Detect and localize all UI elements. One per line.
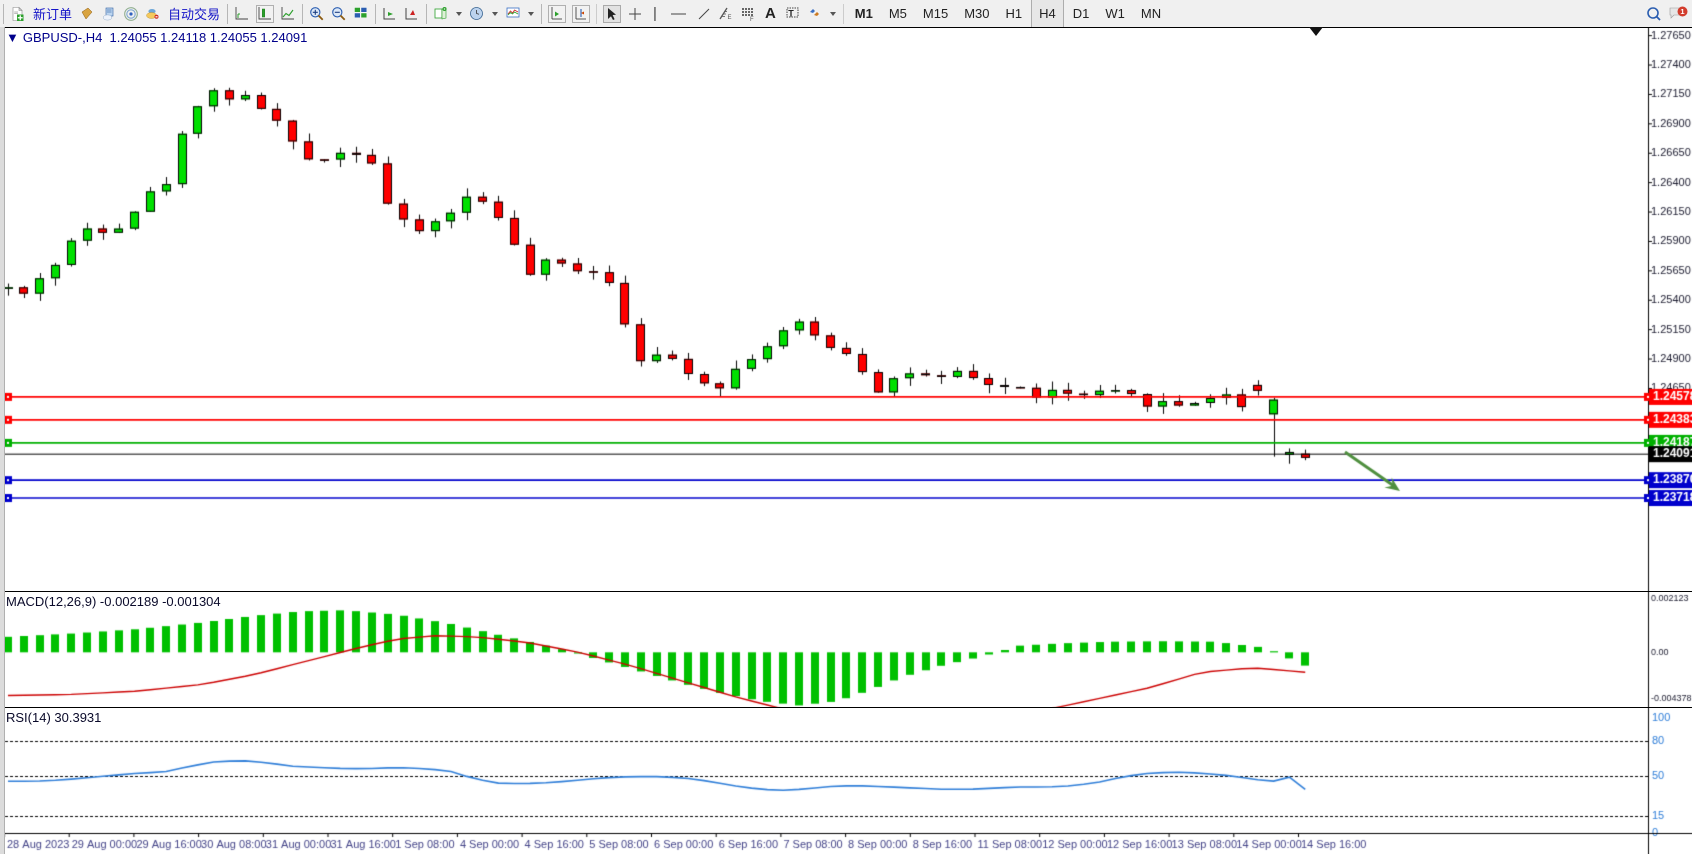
svg-text:F: F [750,17,754,22]
svg-text:1: 1 [1680,7,1684,16]
svg-text:T: T [788,8,794,18]
svg-text:E: E [727,15,731,21]
